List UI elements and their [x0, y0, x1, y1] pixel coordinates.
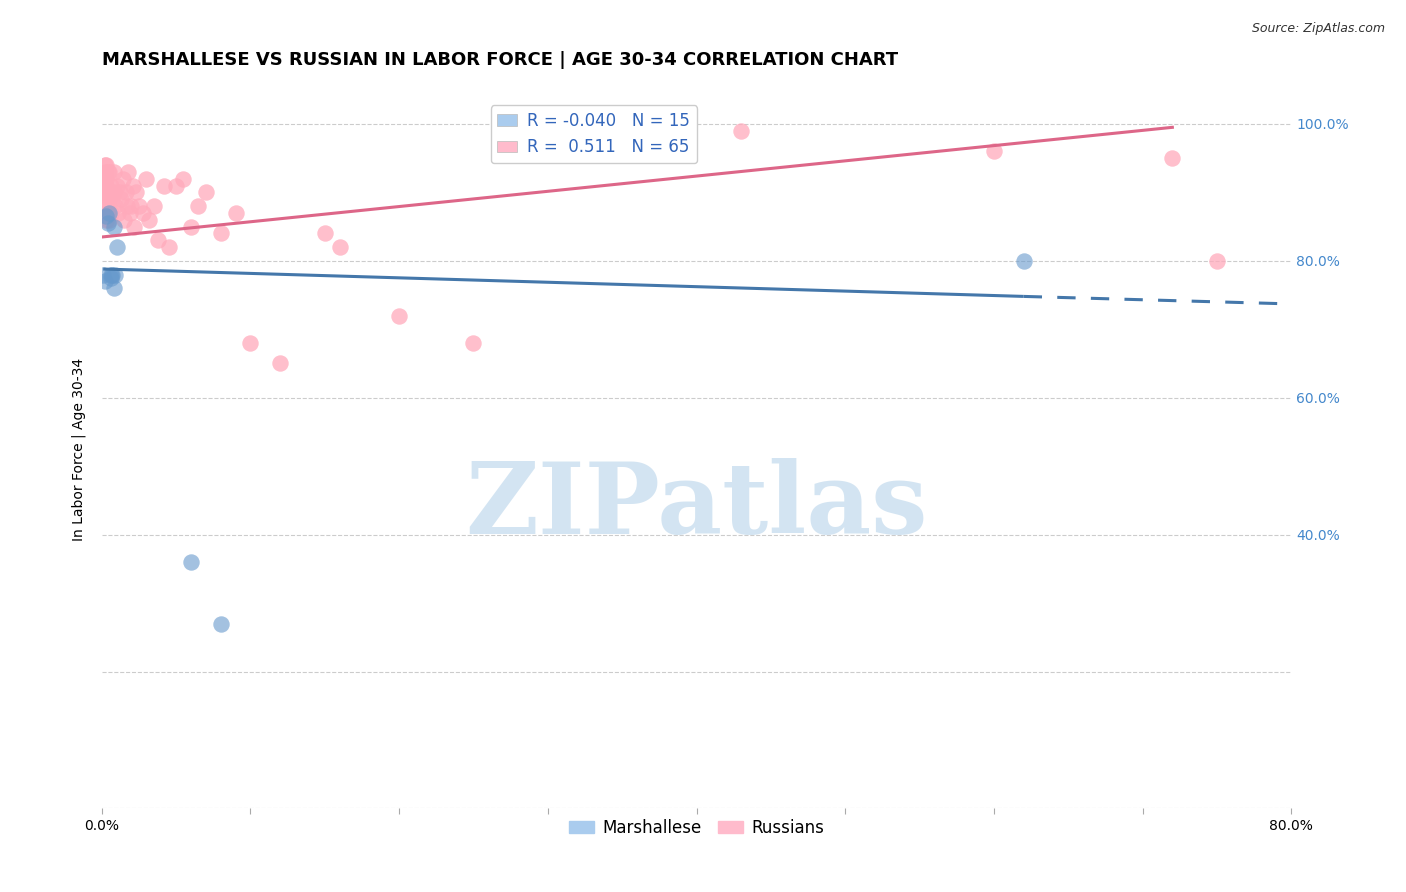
Point — [96, 171, 118, 186]
Point — [314, 227, 336, 241]
Text: MARSHALLESE VS RUSSIAN IN LABOR FORCE | AGE 30-34 CORRELATION CHART: MARSHALLESE VS RUSSIAN IN LABOR FORCE | … — [101, 51, 898, 69]
Point — [225, 206, 247, 220]
Point — [111, 171, 134, 186]
Point — [98, 192, 121, 206]
Point — [101, 192, 124, 206]
Point — [103, 219, 125, 234]
Point — [1206, 253, 1229, 268]
Point — [104, 199, 127, 213]
Point — [128, 199, 150, 213]
Point — [655, 117, 678, 131]
Point — [194, 186, 217, 200]
Point — [115, 199, 138, 213]
Point — [124, 219, 146, 234]
Point — [180, 555, 202, 569]
Point — [388, 309, 411, 323]
Text: ZIPatlas: ZIPatlas — [465, 458, 928, 555]
Point — [730, 124, 752, 138]
Point — [100, 268, 122, 282]
Point — [96, 212, 118, 227]
Point — [97, 206, 120, 220]
Point — [122, 178, 145, 193]
Point — [153, 178, 176, 193]
Point — [93, 178, 115, 193]
Point — [142, 199, 165, 213]
Point — [91, 171, 114, 186]
Point — [138, 212, 160, 227]
Point — [125, 186, 148, 200]
Point — [100, 206, 122, 220]
Point — [114, 186, 136, 200]
Point — [104, 268, 127, 282]
Point — [112, 212, 135, 227]
Point — [93, 206, 115, 220]
Point — [239, 335, 262, 350]
Point — [110, 192, 132, 206]
Point — [1012, 253, 1035, 268]
Point — [269, 357, 291, 371]
Point — [105, 240, 128, 254]
Point — [165, 178, 187, 193]
Point — [91, 186, 114, 200]
Point — [209, 227, 232, 241]
Point — [209, 616, 232, 631]
Point — [157, 240, 180, 254]
Point — [101, 268, 124, 282]
Point — [100, 178, 122, 193]
Point — [91, 268, 114, 282]
Point — [108, 186, 131, 200]
Text: Source: ZipAtlas.com: Source: ZipAtlas.com — [1251, 22, 1385, 36]
Point — [1161, 151, 1184, 165]
Point — [148, 233, 170, 247]
Point — [97, 186, 120, 200]
Point — [135, 171, 157, 186]
Point — [103, 186, 125, 200]
Point — [103, 165, 125, 179]
Point — [180, 219, 202, 234]
Point — [96, 199, 118, 213]
Point — [100, 271, 122, 285]
Point — [93, 165, 115, 179]
Point — [983, 145, 1005, 159]
Point — [103, 281, 125, 295]
Point — [97, 165, 120, 179]
Point — [93, 158, 115, 172]
Point — [98, 212, 121, 227]
Point — [120, 199, 142, 213]
Point — [97, 216, 120, 230]
Point — [329, 240, 352, 254]
Point — [187, 199, 209, 213]
Point — [96, 158, 118, 172]
Point — [132, 206, 155, 220]
Point — [93, 274, 115, 288]
Point — [96, 210, 118, 224]
Point — [118, 206, 141, 220]
Point — [93, 186, 115, 200]
Point — [117, 165, 139, 179]
Point — [463, 335, 485, 350]
Point — [105, 178, 128, 193]
Point — [107, 206, 129, 220]
Point — [96, 178, 118, 193]
Point — [98, 165, 121, 179]
Legend: Marshallese, Russians: Marshallese, Russians — [562, 812, 831, 843]
Point — [98, 206, 121, 220]
Point — [91, 199, 114, 213]
Y-axis label: In Labor Force | Age 30-34: In Labor Force | Age 30-34 — [72, 358, 86, 541]
Point — [173, 171, 195, 186]
